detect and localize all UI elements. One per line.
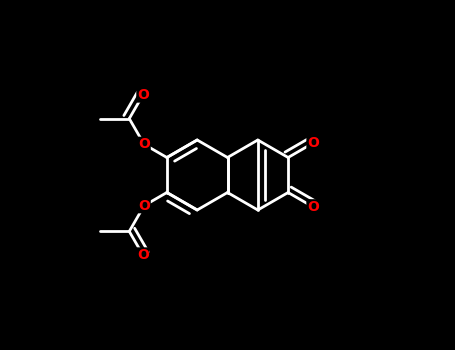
- Text: O: O: [307, 200, 319, 214]
- Text: O: O: [138, 137, 150, 151]
- Text: O: O: [137, 248, 149, 262]
- Text: O: O: [138, 199, 150, 212]
- Text: O: O: [307, 136, 319, 150]
- Text: O: O: [137, 88, 149, 102]
